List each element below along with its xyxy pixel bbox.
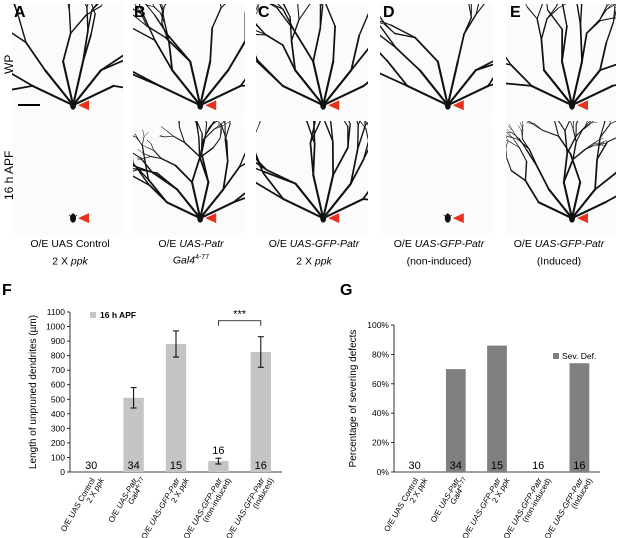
- chart-g-y-tick-label: 100%: [367, 320, 389, 330]
- chart-f-legend-label: 16 h APF: [100, 310, 136, 320]
- caption-c: O/E UAS-GFP-Patr 2 X ppk: [268, 238, 360, 268]
- micrograph-d-16h: [380, 121, 493, 234]
- micrograph-e-wp: [506, 4, 616, 119]
- arrowhead-icon: [328, 213, 340, 224]
- caption-b: O/E UAS-Patr Gal44-77: [158, 238, 224, 267]
- panel-letter-c: C: [258, 4, 270, 21]
- chart-g-legend-swatch: [553, 353, 559, 359]
- chart-f-legend-swatch: [90, 312, 96, 318]
- chart-f-y-tick-label: 300: [51, 423, 65, 433]
- chart-f-bar: [208, 461, 229, 472]
- caption-e: O/E UAS-GFP-Patr (Induced): [513, 238, 605, 268]
- chart-f-y-tick-label: 700: [51, 365, 65, 375]
- chart-f-y-tick-label: 800: [51, 351, 65, 361]
- chart-g-n-label: 30: [408, 460, 420, 472]
- chart-g-x-tick-label: O/E UAS-GFP-Patr: [460, 476, 502, 538]
- chart-f-n-label: 15: [170, 460, 182, 472]
- chart-g-n-label: 16: [532, 460, 544, 472]
- chart-f-y-tick-label: 100: [51, 452, 65, 462]
- arrowhead-icon: [452, 213, 464, 224]
- chart-g-bar: [487, 345, 507, 472]
- chart-g-y-tick-label: 80%: [372, 349, 389, 359]
- chart-f-y-tick-label: 600: [51, 380, 65, 390]
- chart-f-y-tick-label: 0: [60, 467, 65, 477]
- panel-letter-g: G: [340, 282, 353, 299]
- chart-g-y-tick-label: 20%: [372, 438, 389, 448]
- chart-f-y-tick-label: 200: [51, 438, 65, 448]
- micrograph-a-wp: [12, 4, 123, 119]
- micrograph-a-16h: [12, 121, 123, 234]
- arrowhead-icon: [205, 213, 217, 224]
- chart-f-x-tick-label: O/E UAS-GFP-Patr: [139, 476, 181, 538]
- caption-a: O/E UAS Control 2 X ppk: [30, 238, 110, 268]
- micrograph-c-16h: [256, 121, 368, 234]
- chart-g-y-tick-label: 0%: [377, 467, 390, 477]
- micrograph-b-wp: [133, 4, 245, 119]
- panel-letter-e: E: [510, 4, 521, 21]
- chart-f-bar: [165, 344, 187, 472]
- chart-f-y-tick-label: 1100: [47, 307, 66, 317]
- chart-g-bar: [569, 363, 590, 472]
- chart-f-y-tick-label: 900: [51, 336, 65, 346]
- chart-f-bar: [250, 352, 271, 472]
- chart-g-n-label: 34: [450, 460, 462, 472]
- chart-f-n-label: 30: [85, 460, 97, 472]
- micrograph-c-wp: [256, 4, 368, 119]
- chart-f-y-tick-label: 500: [51, 394, 65, 404]
- micrograph-d-wp: [380, 4, 493, 119]
- arrowhead-icon: [205, 100, 217, 111]
- chart-g-y-label: Percentage of severing defects: [348, 330, 359, 468]
- arrowhead-icon: [328, 100, 340, 111]
- arrowhead-icon: [78, 100, 90, 111]
- panel-letter-a: A: [14, 4, 26, 21]
- chart-g-y-tick-label: 40%: [372, 408, 389, 418]
- chart-g-n-label: 15: [491, 460, 503, 472]
- chart-f-y-tick-label: 400: [51, 409, 65, 419]
- chart-f-y-tick-label: 1000: [46, 322, 65, 332]
- chart-f-n-label: 34: [127, 460, 139, 472]
- micrograph-b-16h: [133, 121, 245, 234]
- panel-letter-b: B: [134, 4, 146, 21]
- arrowhead-icon: [78, 213, 90, 224]
- chart-f-significance-bracket: [217, 320, 262, 326]
- micrograph-e-16h: [506, 121, 616, 234]
- chart-g-n-label: 16: [573, 460, 585, 472]
- chart-g-bar: [445, 369, 466, 472]
- chart-f-n-label: 16: [255, 460, 267, 472]
- caption-d: O/E UAS-GFP-Patr (non-induced): [393, 238, 485, 268]
- chart-f-y-label: Length of unpruned dendrites (µm): [28, 315, 39, 469]
- chart-g-legend-label: Sev. Def.: [562, 351, 596, 361]
- panel-letter-d: D: [383, 4, 395, 21]
- panel-letter-f: F: [2, 282, 12, 299]
- arrowhead-icon: [577, 100, 588, 111]
- arrowhead-icon: [452, 100, 464, 111]
- chart-f-n-label: 16: [212, 445, 224, 457]
- chart-f-significance-label: ***: [233, 309, 247, 321]
- chart-f-bar: [123, 397, 144, 472]
- arrowhead-icon: [577, 213, 588, 224]
- chart-g-y-tick-label: 60%: [372, 379, 389, 389]
